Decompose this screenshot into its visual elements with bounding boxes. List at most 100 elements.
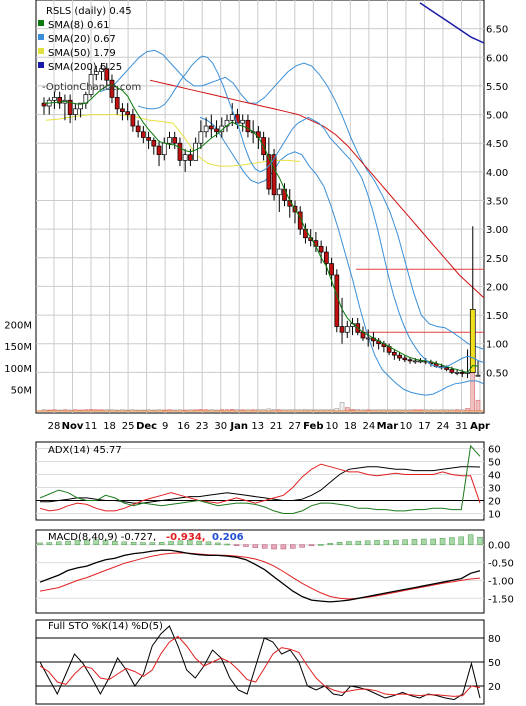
adx-y-tick-label: 30 [488,484,501,495]
price-y-tick-label: 2.00 [486,282,508,293]
price-y-tick-label: 6.50 [486,25,508,36]
price-y-tick-label: 5.00 [486,111,508,122]
macd-histogram-bar [149,542,156,545]
legend-swatch [38,62,44,68]
macd-title: MACD(8,40,9) -0.727, [48,532,156,543]
macd-histogram-bar [402,539,408,545]
legend-sma20: SMA(20) 0.67 [48,34,116,45]
candle-body [57,97,63,104]
candle-body [193,142,198,161]
adx-y-tick-label: 20 [488,497,501,508]
volume-y-tick-label: 50M [11,385,32,396]
candle-body [114,97,120,110]
candle-body [391,351,397,356]
macd-histogram-bar [374,540,380,545]
macd-hist-value: 0.206 [212,532,244,543]
candle-body [245,119,251,133]
stochastic-panel: 80 50 20 [35,619,501,705]
candle-body [407,359,413,362]
macd-histogram-bar [187,540,193,545]
x-tick-label: 17 [418,421,431,432]
macd-histogram-bar [364,540,371,545]
candle-body [303,228,308,239]
macd-histogram-bar [205,541,212,545]
candle-body [449,369,455,373]
macd-histogram-bar [346,541,352,545]
macd-histogram-bar [215,542,221,545]
macd-histogram-bar [121,541,128,545]
chart-title: RSLS (daily) 0.45 [46,6,132,17]
price-y-tick-label: 5.50 [486,82,508,93]
macd-histogram-bar [112,540,118,545]
legend-swatch [38,20,44,26]
macd-histogram-bar [280,544,287,550]
x-tick-label: 21 [270,421,283,432]
candle-body [52,97,57,101]
candle-body [276,188,282,196]
macd-histogram-bar [158,541,165,545]
sma-red-line [149,79,485,299]
adx-y-tick-label: 50 [488,458,501,469]
candle-body [418,360,423,363]
candle-body [104,68,110,81]
macd-line [39,549,481,603]
macd-histogram-bar [168,541,174,545]
candle-body [214,128,219,133]
sma50-line [45,114,301,167]
adx-series-line [39,463,481,512]
price-y-tick-label: 3.50 [486,197,508,208]
macd-histogram-bar [449,537,455,545]
price-y-tick-label: 4.00 [486,168,508,179]
macd-histogram-bar [37,542,43,545]
candle-body [140,131,146,138]
x-tick-label: 10 [400,421,413,432]
candle-body [271,154,277,196]
candle-body [318,245,324,253]
candle-body [93,71,99,75]
macd-y-tick-label: -1.50 [488,594,514,605]
macd-histogram-bar [290,544,296,549]
sma200-line [419,2,485,44]
candle-body [177,142,183,161]
price-y-tick-label: 1.50 [486,311,508,322]
macd-histogram-bar [355,540,362,545]
candle-body [130,114,136,127]
macd-histogram-bar [261,544,268,549]
x-tick-label: 18 [103,421,116,432]
x-tick-label: 28 [48,421,61,432]
legend-sma50: SMA(50) 1.79 [48,48,116,59]
macd-histogram-bar [411,539,418,545]
macd-histogram-bar [458,536,465,545]
candle-body [402,357,408,361]
macd-histogram-bar [55,541,62,545]
candle-body-highlight [469,308,476,373]
candle-body [412,360,418,363]
macd-histogram-bar [383,540,390,545]
macd-histogram-bar [439,538,446,545]
candle-body [78,102,83,110]
candle-body [73,108,78,115]
sto-title: Full STO %K(14) %D(5) [48,621,163,632]
macd-histogram-bar [252,544,259,548]
candle-body [125,111,131,115]
bollinger-upper-line [99,49,485,350]
sto-y-tick-label: 20 [488,682,501,693]
candle-body [297,211,303,230]
volume-bar [475,399,481,412]
candle-body [188,154,193,161]
sto-y-tick-label: 80 [488,634,501,645]
x-tick-label: Mar [377,421,399,432]
candle-body [67,99,73,115]
x-tick-label: 16 [177,421,190,432]
candle-body [161,142,167,156]
macd-histogram-bar [93,539,99,545]
x-tick-label: Apr [470,421,490,432]
candle-body [135,125,141,133]
candle-body [454,372,460,374]
x-tick-label: 31 [455,421,468,432]
macd-histogram-bar [299,544,305,548]
watermark: -OptionChance.com [42,82,141,93]
candle-body [344,326,350,333]
macd-y-tick-label: 0.00 [488,541,510,552]
